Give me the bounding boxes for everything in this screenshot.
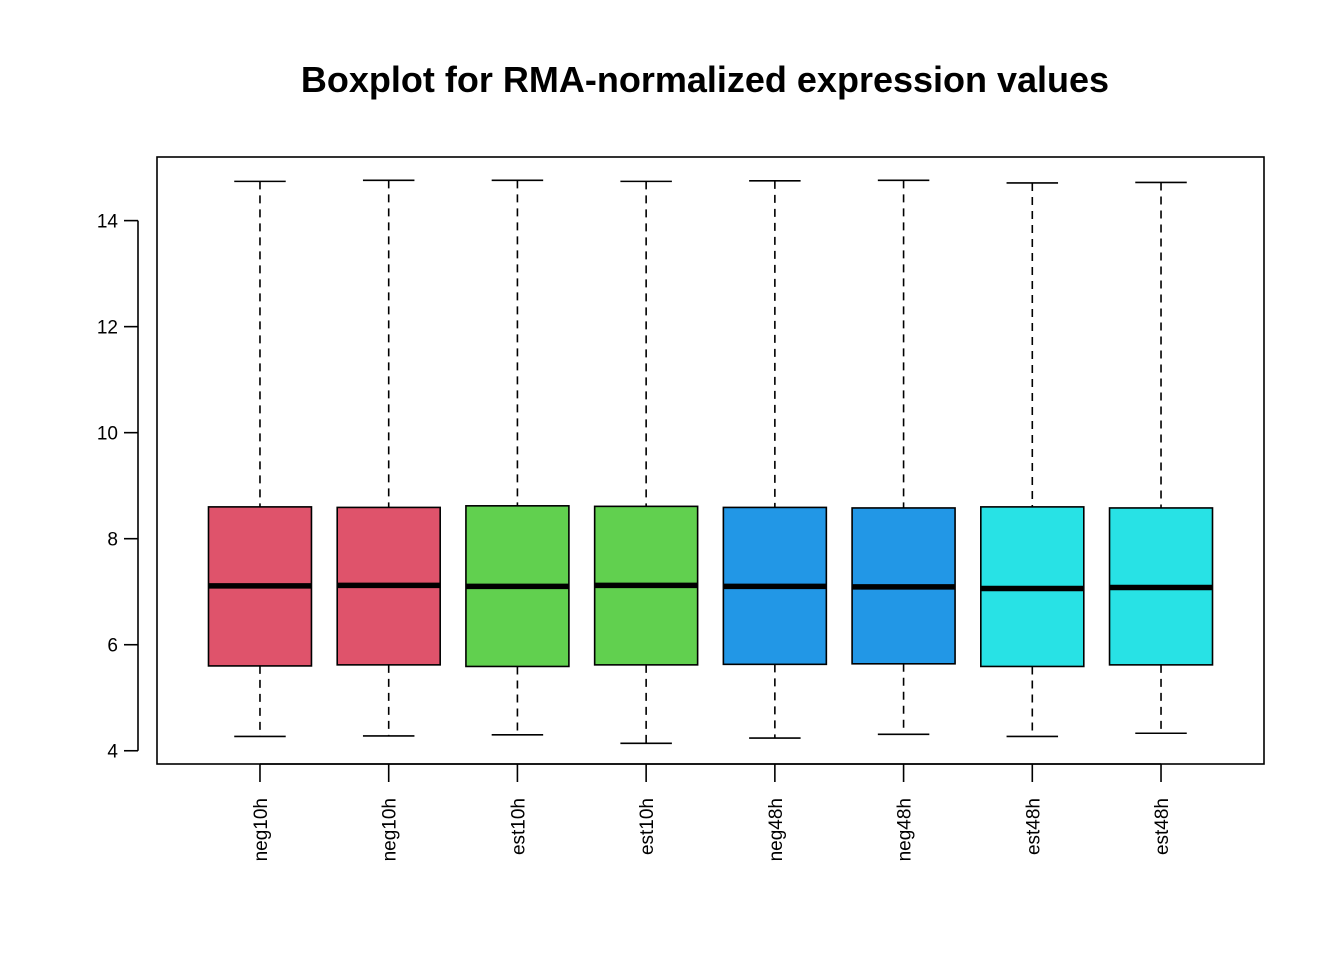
y-tick-label: 6 — [107, 636, 118, 657]
box-group — [593, 180, 699, 745]
chart-title: Boxplot for RMA-normalized expression va… — [301, 59, 1109, 100]
box-group — [336, 179, 441, 737]
y-tick-label: 12 — [97, 318, 118, 339]
x-tick-label: est10h — [637, 798, 658, 855]
x-tick-label: est10h — [508, 798, 529, 855]
plot-frame — [156, 156, 1265, 765]
x-tick-label: neg48h — [766, 798, 787, 861]
box-group — [207, 180, 313, 738]
box-group — [465, 179, 570, 736]
x-tick-label: neg48h — [895, 798, 916, 861]
box-group — [722, 180, 828, 739]
x-tick-label: est48h — [1023, 798, 1044, 855]
y-tick-label: 14 — [97, 212, 119, 233]
y-tick-label: 10 — [97, 424, 118, 445]
x-tick-label: neg10h — [251, 798, 272, 861]
box-group — [851, 179, 956, 736]
x-tick-label: neg10h — [380, 798, 401, 861]
y-tick-label: 8 — [107, 530, 118, 551]
x-tick-label: est48h — [1152, 798, 1173, 855]
plot-area: 4 6 8 10 12 14 neg10h neg10h est10h est10h neg48h n… — [97, 179, 1214, 861]
y-tick-label: 4 — [107, 742, 118, 763]
box-group — [1108, 181, 1214, 735]
box-group — [980, 182, 1085, 738]
